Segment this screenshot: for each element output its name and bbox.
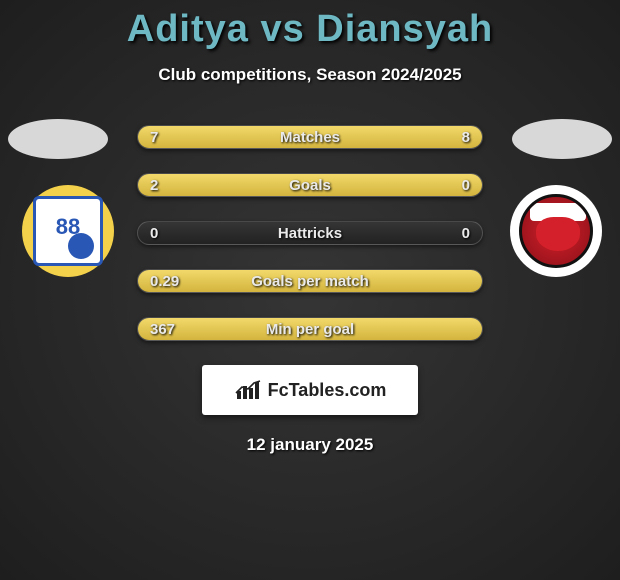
stat-bar-goals: 2 Goals 0	[137, 173, 483, 197]
stat-value-right: 0	[462, 177, 470, 194]
stat-label: Min per goal	[138, 321, 482, 338]
player-right-photo	[512, 119, 612, 159]
stat-bar-hattricks: 0 Hattricks 0	[137, 221, 483, 245]
club-logo-right	[519, 194, 593, 268]
subtitle: Club competitions, Season 2024/2025	[0, 65, 620, 85]
brand-text: FcTables.com	[268, 380, 387, 401]
date-label: 12 january 2025	[0, 435, 620, 455]
stat-label: Goals	[138, 177, 482, 194]
club-badge-right	[510, 185, 602, 277]
bar-chart-icon	[234, 379, 262, 401]
stat-bar-goals-per-match: 0.29 Goals per match	[137, 269, 483, 293]
stat-label: Goals per match	[138, 273, 482, 290]
club-logo-left: 88	[33, 196, 103, 266]
comparison-panel: 88 7 Matches 8 2 Goals 0 0 Hattricks 0	[0, 125, 620, 455]
stat-value-right: 0	[462, 225, 470, 242]
stat-label: Hattricks	[138, 225, 482, 242]
page-title: Aditya vs Diansyah	[0, 0, 620, 51]
stat-value-right: 8	[462, 129, 470, 146]
stats-bars: 7 Matches 8 2 Goals 0 0 Hattricks 0 0.29…	[137, 125, 483, 341]
brand-box[interactable]: FcTables.com	[202, 365, 418, 415]
stat-label: Matches	[138, 129, 482, 146]
stat-bar-matches: 7 Matches 8	[137, 125, 483, 149]
club-badge-left: 88	[22, 185, 114, 277]
stat-bar-min-per-goal: 367 Min per goal	[137, 317, 483, 341]
player-left-photo	[8, 119, 108, 159]
football-icon	[68, 233, 94, 259]
